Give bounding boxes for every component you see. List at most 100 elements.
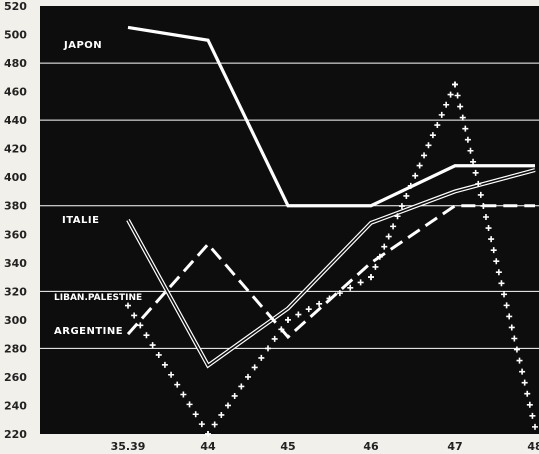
y-tick-240: 240 — [4, 399, 27, 412]
cross-mark — [482, 214, 489, 221]
series-lines — [125, 25, 538, 437]
cross-mark — [425, 142, 432, 149]
cross-mark — [521, 379, 528, 386]
cross-mark — [398, 203, 405, 210]
cross-mark — [438, 111, 445, 118]
cross-mark — [192, 411, 199, 418]
cross-mark — [477, 191, 484, 198]
cross-mark — [168, 371, 175, 378]
label-italie: ITALIE — [62, 215, 99, 226]
cross-mark — [231, 392, 238, 399]
cross-mark — [131, 312, 138, 319]
cross-mark — [475, 180, 482, 187]
cross-mark — [155, 351, 162, 358]
cross-mark — [470, 158, 477, 165]
y-tick-520: 520 — [4, 0, 27, 13]
cross-mark — [161, 361, 168, 368]
cross-mark — [265, 345, 271, 352]
cross-mark — [412, 172, 419, 179]
cross-mark — [454, 92, 461, 99]
cross-mark — [258, 354, 265, 361]
cross-mark — [488, 236, 495, 243]
cross-mark — [305, 306, 312, 313]
cross-mark — [511, 335, 518, 342]
cross-mark — [462, 125, 469, 132]
cross-mark — [429, 132, 436, 139]
cross-mark — [186, 401, 193, 408]
line-japon — [127, 25, 535, 208]
y-tick-440: 440 — [4, 114, 27, 127]
x-tick-47: 47 — [447, 440, 462, 453]
cross-mark — [501, 291, 508, 298]
cross-mark — [238, 383, 245, 390]
cross-mark — [403, 192, 410, 199]
y-tick-500: 500 — [4, 29, 27, 42]
y-tick-220: 220 — [4, 428, 27, 441]
cross-mark — [459, 114, 466, 121]
label-japon: JAPON — [63, 40, 102, 51]
x-tick-44: 44 — [200, 440, 216, 453]
cross-mark — [464, 136, 471, 143]
cross-mark — [385, 233, 392, 240]
cross-mark — [372, 263, 379, 270]
cross-mark — [149, 342, 156, 349]
cross-mark — [467, 147, 474, 154]
cross-mark — [285, 316, 291, 323]
cross-mark — [516, 357, 523, 364]
cross-mark — [421, 152, 428, 159]
cross-mark — [490, 247, 497, 254]
series-labels: JAPON ITALIE LIBAN.PALESTINE ARGENTINE — [54, 40, 142, 337]
y-tick-400: 400 — [4, 171, 27, 184]
cross-mark — [205, 431, 211, 437]
cross-mark — [485, 225, 492, 232]
cross-mark — [513, 346, 520, 353]
cross-mark — [508, 324, 515, 331]
y-tick-380: 380 — [4, 200, 27, 213]
y-tick-420: 420 — [4, 143, 27, 156]
y-tick-340: 340 — [4, 257, 27, 270]
x-tick-46: 46 — [363, 440, 379, 453]
cross-mark — [368, 274, 374, 281]
cross-mark — [394, 213, 401, 220]
cross-mark — [447, 91, 454, 98]
cross-mark — [211, 421, 218, 428]
cross-mark — [390, 223, 397, 230]
y-tick-360: 360 — [4, 228, 27, 241]
y-tick-460: 460 — [4, 86, 27, 99]
cross-mark — [357, 279, 364, 286]
line-liban-palestine — [125, 81, 538, 437]
cross-mark — [251, 364, 258, 371]
cross-mark — [457, 103, 464, 110]
cross-mark — [506, 313, 513, 320]
cross-mark — [416, 162, 423, 169]
cross-mark — [498, 280, 505, 287]
x-tick-48: 48 — [527, 440, 539, 453]
cross-mark — [452, 81, 458, 88]
x-axis-ticks: 35.39 44 45 46 47 48 — [111, 440, 539, 453]
cross-mark — [143, 332, 150, 339]
x-tick-35.39: 35.39 — [111, 440, 146, 453]
line-italie-inner — [127, 169, 536, 367]
line-argentine — [126, 204, 535, 340]
cross-mark — [524, 390, 531, 397]
y-tick-320: 320 — [4, 285, 27, 298]
cross-mark — [316, 300, 323, 307]
cross-mark — [180, 391, 187, 398]
cross-mark — [336, 290, 343, 297]
cross-mark — [532, 423, 538, 430]
cross-mark — [519, 368, 526, 375]
y-tick-480: 480 — [4, 57, 27, 70]
cross-mark — [472, 169, 479, 176]
cross-mark — [503, 302, 510, 309]
cross-mark — [407, 182, 414, 189]
y-tick-260: 260 — [4, 371, 27, 384]
x-tick-45: 45 — [280, 440, 295, 453]
cross-mark — [245, 373, 251, 380]
cross-mark — [198, 421, 205, 428]
cross-mark — [434, 122, 441, 129]
cross-mark — [526, 401, 533, 408]
y-tick-280: 280 — [4, 342, 27, 355]
cross-mark — [495, 269, 502, 276]
